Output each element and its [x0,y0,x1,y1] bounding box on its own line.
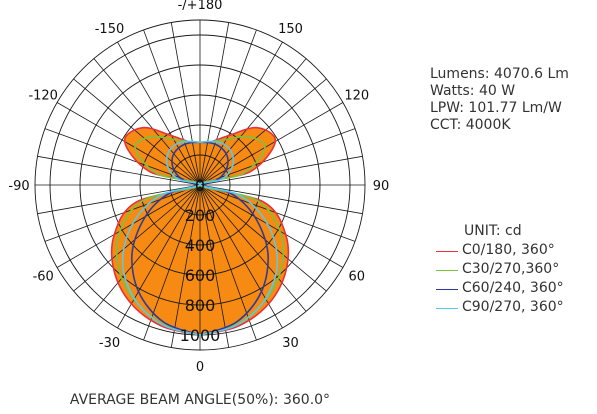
grid-spoke-140 [199,58,307,186]
grid-spoke-290 [44,184,201,242]
lumens-value: Lumens: 4070.6 Lm [430,66,569,82]
chart-legend: UNIT: cd C0/180, 360° C30/270,360° C60/240… [436,222,564,317]
radial-tick-labels: 0 200 400 600 800 1000 [180,176,221,345]
angle-label: -120 [28,89,58,104]
grid-spoke-200 [143,29,201,186]
legend-swatch [436,308,458,309]
grid-spoke-260 [37,155,201,186]
grid-spoke-50 [199,184,327,292]
legend-swatch [436,270,458,271]
polar-chart: -/+180 150 120 90 60 30 0 -30 -60 -90 -120 -150 0 20… [8,0,389,375]
angle-label: -30 [99,336,120,351]
grid-spoke-240 [56,102,201,186]
grid-spoke-170 [199,22,230,186]
grid-spoke-220 [93,58,201,186]
angle-label: -90 [8,179,29,194]
grid-spoke-280 [37,184,201,215]
angle-label: 0 [196,360,204,375]
radial-tick-label: 0 [195,176,205,195]
radial-tick-label: 800 [185,296,216,315]
legend-label: C60/240, 360° [462,280,564,296]
legend-swatch [436,251,458,252]
angle-label: 60 [349,270,366,285]
lpw-value: LPW: 101.77 Lm/W [430,100,562,116]
legend-label: C90/270, 360° [462,299,564,315]
angle-label: -60 [33,270,54,285]
legend-label: C30/270,360° [462,261,560,277]
grid-spoke-70 [199,184,356,242]
angle-labels: -/+180 150 120 90 60 30 0 -30 -60 -90 -120 -150 [8,0,389,375]
grid-spoke-100 [199,155,363,186]
series-curves [110,126,290,336]
photometric-info: Lumens: 4070.6 Lm Watts: 40 W LPW: 101.7… [430,66,569,134]
grid-spoke-120 [199,102,344,186]
legend-swatch [436,289,458,290]
legend-unit: UNIT: cd [464,223,522,239]
legend-item: C30/270,360° [436,260,564,279]
legend-item: C60/240, 360° [436,279,564,298]
legend-item: C0/180, 360° [436,241,564,260]
legend-item: C90/270, 360° [436,298,564,317]
grid-spoke-10 [199,184,230,348]
radial-tick-label: 1000 [180,326,221,345]
angle-label: 120 [344,89,369,104]
grid-spoke-210 [117,41,201,186]
grid-spoke-40 [199,184,307,312]
beam-angle-footer: AVERAGE BEAM ANGLE(50%): 360.0° [69,392,331,408]
grid-spoke-60 [199,184,344,268]
angle-label: 30 [282,336,299,351]
cct-value: CCT: 4000K [430,117,511,133]
grid-spoke-300 [56,184,201,268]
grid-spoke-150 [199,41,283,186]
grid-spoke-80 [199,184,363,215]
series-curve-4-left [121,140,201,336]
grid-spoke-160 [199,29,257,186]
angle-label: 90 [373,179,390,194]
grid-spoke-310 [73,184,201,292]
angle-label: 150 [278,22,303,37]
angle-label: -150 [95,22,125,37]
angle-label: -/+180 [178,0,223,13]
legend-items: C0/180, 360° C30/270,360° C60/240, 360° C90… [436,241,564,317]
polar-grid [34,19,366,351]
grid-spoke-230 [73,78,201,186]
radial-tick-label: 200 [185,206,216,225]
grid-spoke-130 [199,78,327,186]
watts-value: Watts: 40 W [430,83,516,99]
grid-spoke-320 [93,184,201,312]
radial-tick-label: 600 [185,266,216,285]
radial-tick-label: 400 [185,236,216,255]
grid-spoke-190 [170,22,201,186]
grid-spoke-350 [170,184,201,348]
legend-label: C0/180, 360° [462,242,555,258]
